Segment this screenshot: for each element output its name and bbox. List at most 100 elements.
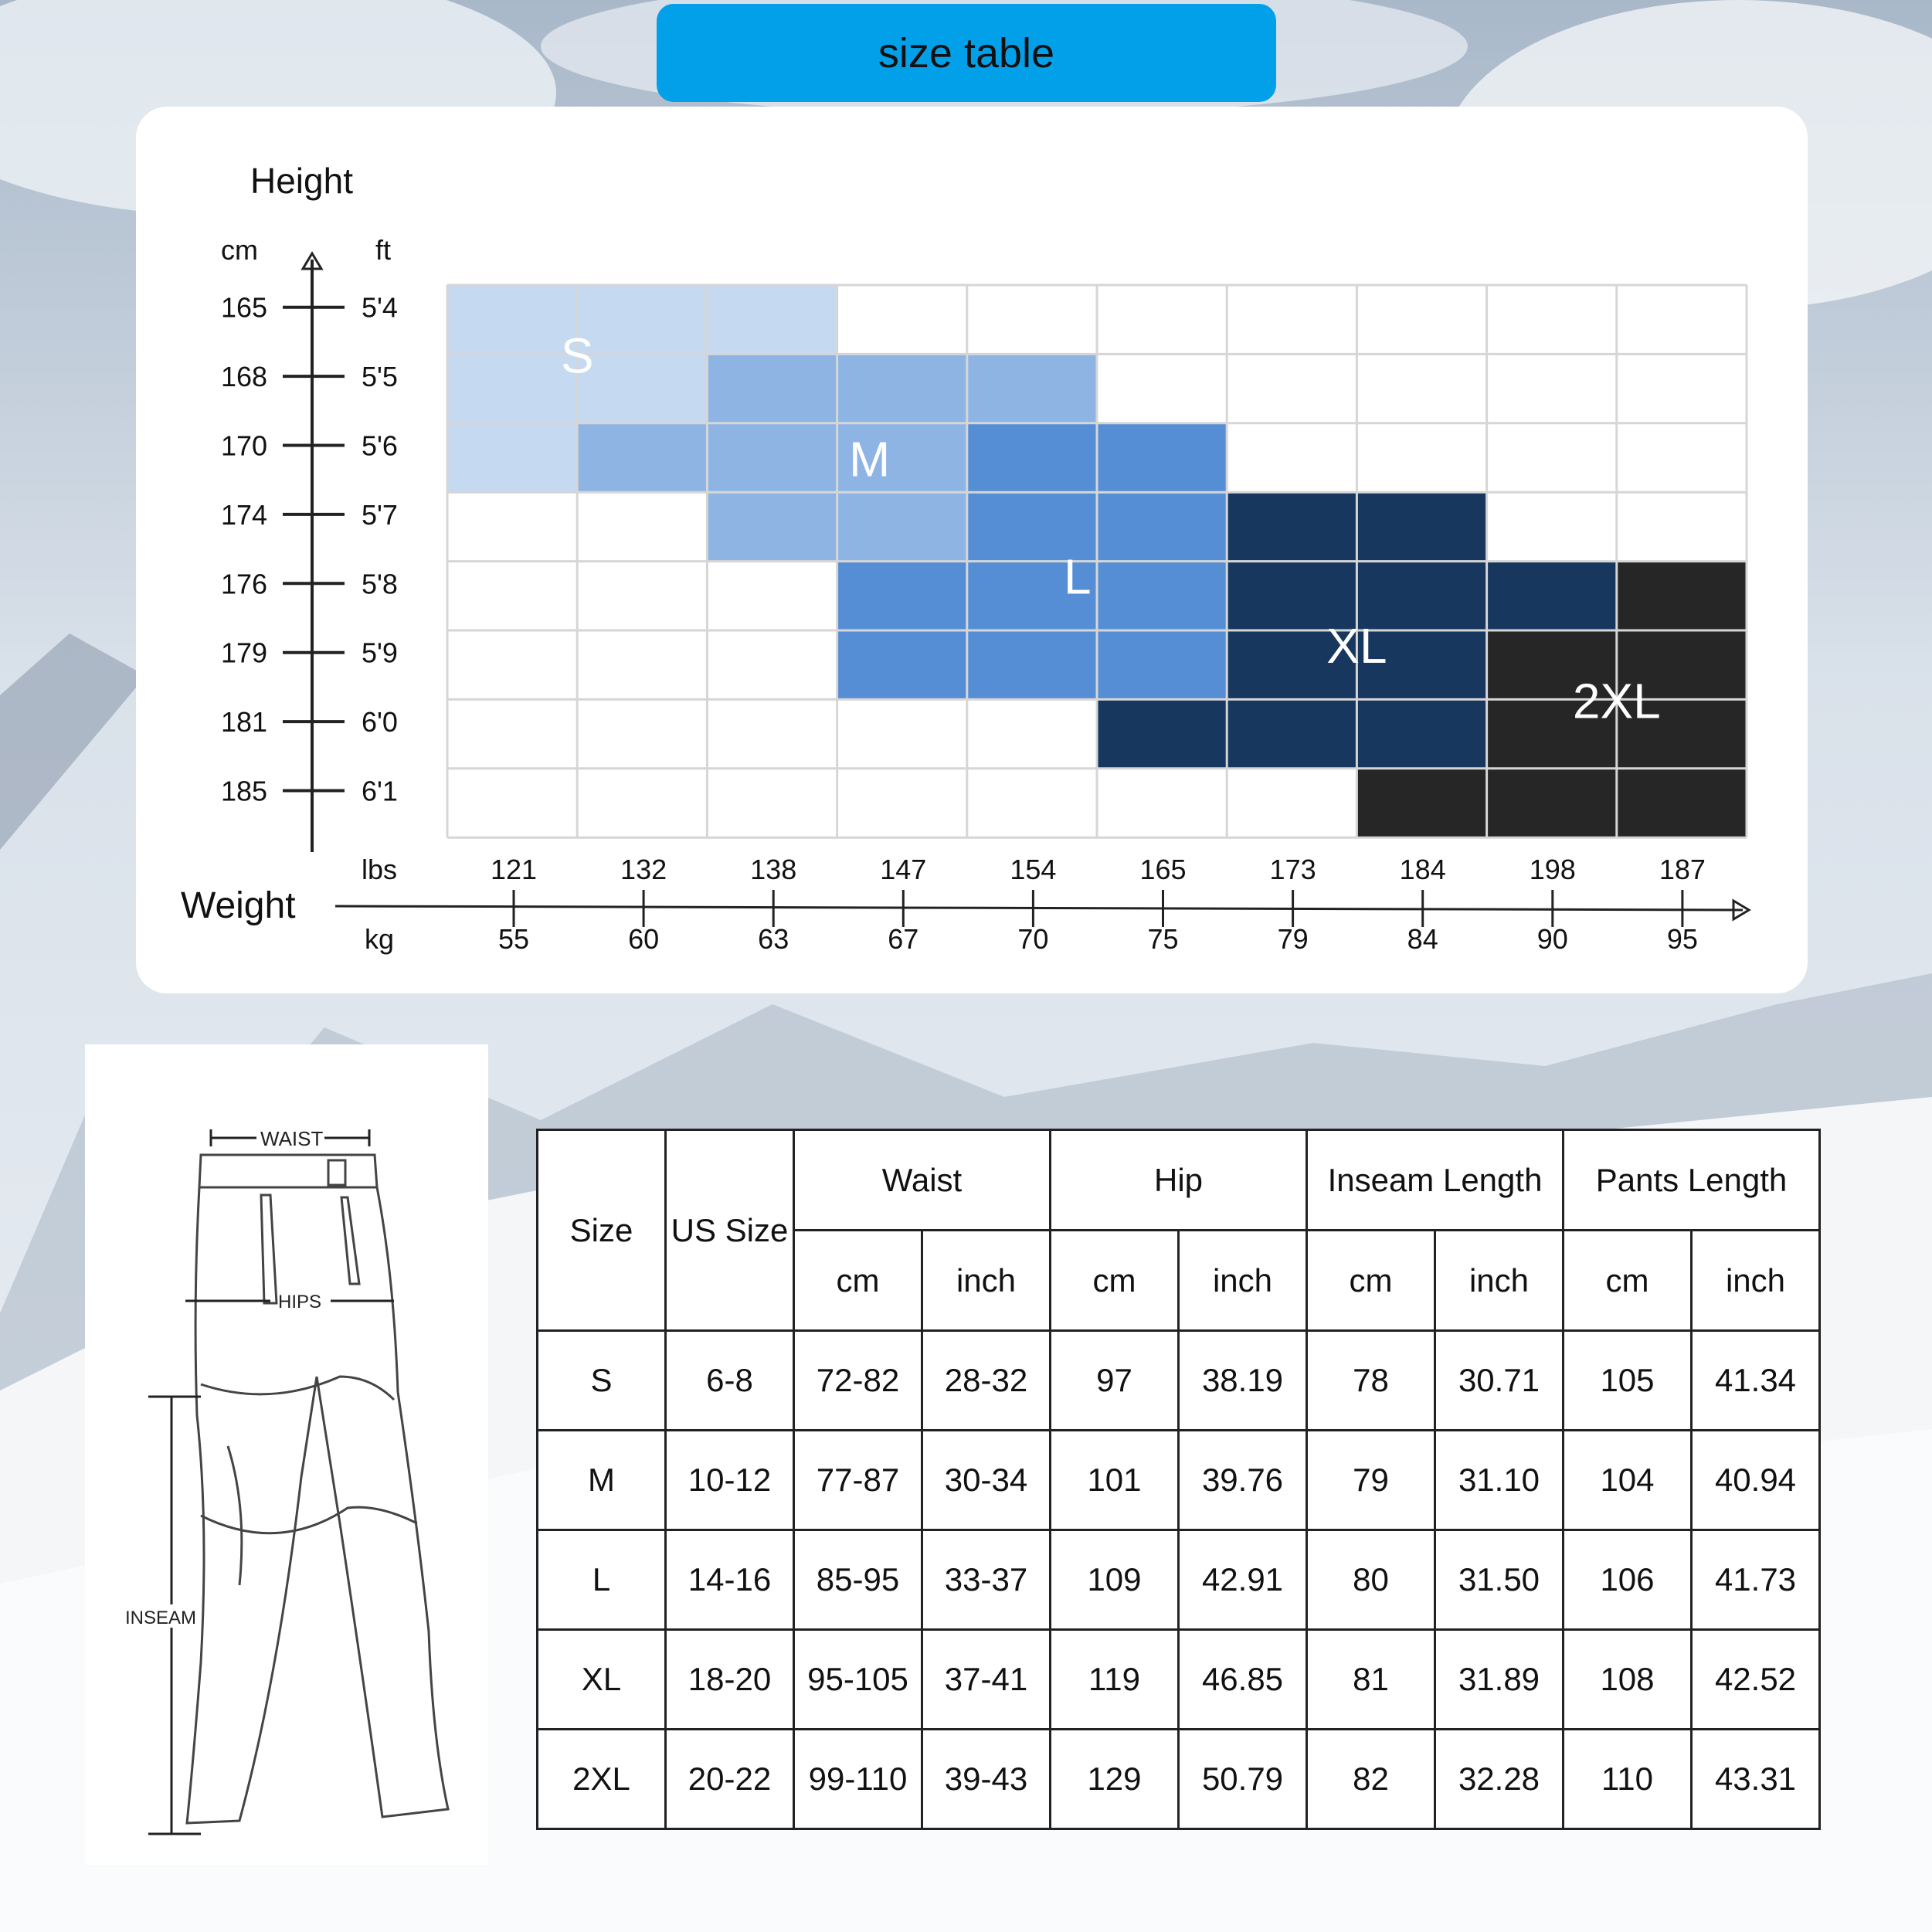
- table-cell: 6-8: [664, 1329, 795, 1431]
- heatmap-cell: [577, 354, 708, 423]
- heatmap-cell: [1227, 630, 1357, 700]
- heatmap-cell: [966, 285, 1097, 355]
- table-cell: 77-87: [793, 1429, 923, 1531]
- height-tick-label-ft: 5'5: [362, 361, 398, 392]
- table-cell: 31.50: [1434, 1529, 1564, 1631]
- table-cell: 42.91: [1177, 1529, 1308, 1631]
- heatmap-cell: [1486, 699, 1617, 769]
- table-cell: 41.73: [1690, 1529, 1821, 1631]
- heatmap-cell: [1356, 699, 1487, 769]
- table-cell: 109: [1049, 1529, 1180, 1631]
- height-tick-label-cm: 181: [221, 706, 267, 738]
- weight-tick-label-lbs: 187: [1659, 854, 1706, 885]
- heatmap-cell: [1486, 285, 1617, 355]
- heatmap-cell: [837, 423, 967, 493]
- height-unit-cm: cm: [221, 234, 258, 266]
- weight-tick-label-lbs: 184: [1400, 854, 1446, 885]
- table-cell: 39-43: [921, 1728, 1051, 1830]
- table-row: L 14-16 85-95 33-37 109 42.91 80 31.50 1…: [536, 1529, 1821, 1631]
- table-row: S 6-8 72-82 28-32 97 38.19 78 30.71 105 …: [536, 1329, 1821, 1431]
- heatmap-cell: [1097, 285, 1227, 355]
- table-cell: 31.10: [1434, 1429, 1564, 1531]
- heatmap-cell: [1616, 768, 1747, 838]
- header-inseam: Inseam Length: [1306, 1129, 1564, 1231]
- table-cell: 101: [1049, 1429, 1180, 1531]
- weight-tick-label-kg: 75: [1147, 923, 1178, 955]
- header-hip: Hip: [1049, 1129, 1308, 1231]
- heatmap-cell: [707, 423, 837, 493]
- heatmap-cell: [707, 285, 837, 355]
- heatmap-cell: [966, 423, 1097, 493]
- weight-tick-label-kg: 55: [498, 923, 529, 955]
- header-pants-length: Pants Length: [1562, 1129, 1821, 1231]
- table-cell: 108: [1562, 1628, 1693, 1730]
- size-zone-label: M: [849, 432, 890, 487]
- weight-axis-title: Weight: [181, 885, 296, 926]
- table-cell: 30.71: [1434, 1329, 1564, 1431]
- heatmap-cell: [1356, 630, 1487, 700]
- heatmap-cell: [837, 768, 967, 838]
- size-zone-label: S: [561, 328, 594, 383]
- weight-tick-label-kg: 79: [1278, 923, 1309, 955]
- header-waist: Waist: [793, 1129, 1051, 1231]
- heatmap-cell: [447, 699, 578, 769]
- heatmap-cell: [707, 630, 837, 700]
- heatmap-cell: [1227, 354, 1357, 423]
- heatmap-cell: [707, 768, 837, 838]
- weight-tick-label-lbs: 138: [750, 854, 796, 885]
- heatmap-cell: [1097, 423, 1227, 493]
- weight-tick-label-lbs: 173: [1270, 854, 1316, 885]
- table-cell: 30-34: [921, 1429, 1051, 1531]
- height-tick-label-cm: 176: [221, 568, 267, 599]
- heatmap-cell: [966, 492, 1097, 562]
- heatmap-cell: [1097, 630, 1227, 700]
- heatmap-cell: [1097, 561, 1227, 630]
- heatmap-cell: [447, 423, 578, 493]
- heatmap-cell: [707, 561, 837, 630]
- table-cell: 20-22: [664, 1728, 795, 1830]
- table-cell: 129: [1049, 1728, 1180, 1830]
- page-title: size table: [878, 29, 1055, 76]
- heatmap-cell: [447, 768, 578, 838]
- heatmap-cell: [1356, 354, 1487, 423]
- heatmap-cell: [577, 630, 708, 700]
- table-cell: 110: [1562, 1728, 1693, 1830]
- heatmap-cell: [1356, 561, 1487, 630]
- pants-measurement-diagram: WAIST HIPS INSEAM: [85, 1044, 488, 1865]
- table-cell: 10-12: [664, 1429, 795, 1531]
- heatmap-cell: [447, 561, 578, 630]
- heatmap-cell: [1356, 423, 1487, 493]
- height-tick-label-cm: 165: [221, 292, 267, 324]
- height-tick-label-ft: 6'1: [362, 776, 398, 807]
- weight-tick-label-kg: 67: [888, 923, 918, 955]
- heatmap-cell: [1227, 768, 1357, 838]
- weight-tick-label-kg: 63: [758, 923, 789, 955]
- table-cell: XL: [536, 1628, 667, 1730]
- height-tick-label-cm: 185: [221, 776, 267, 807]
- table-cell: 99-110: [793, 1728, 923, 1830]
- table-cell: 41.34: [1690, 1329, 1821, 1431]
- size-measurement-table: Size US Size Waist Hip Inseam Length Pan…: [536, 1129, 1821, 1830]
- heatmap-cell: [837, 285, 967, 355]
- heatmap-cell: [1616, 354, 1747, 423]
- weight-tick-label-kg: 60: [628, 923, 659, 955]
- heatmap-cell: [577, 423, 708, 493]
- heatmap-cell: [966, 561, 1097, 630]
- weight-tick-label-lbs: 154: [1010, 854, 1056, 885]
- heatmap-cell: [577, 768, 708, 838]
- table-cell: 32.28: [1434, 1728, 1564, 1830]
- table-cell: 79: [1306, 1429, 1436, 1531]
- weight-tick-label-kg: 70: [1017, 923, 1048, 955]
- table-cell: 105: [1562, 1329, 1693, 1431]
- heatmap-cell: [837, 492, 967, 562]
- table-unit-row: cm inch cm inch cm inch cm inch: [538, 1229, 1821, 1332]
- table-cell: 39.76: [1177, 1429, 1308, 1531]
- header-unit-inch: inch: [1177, 1229, 1308, 1332]
- inseam-label: INSEAM: [125, 1608, 196, 1628]
- heatmap-cell: [447, 492, 578, 562]
- heatmap-cell: [577, 492, 708, 562]
- heatmap-cell: [837, 354, 967, 423]
- height-axis-title: Height: [250, 161, 353, 201]
- heatmap-cell: [447, 354, 578, 423]
- heatmap-cell: [966, 630, 1097, 700]
